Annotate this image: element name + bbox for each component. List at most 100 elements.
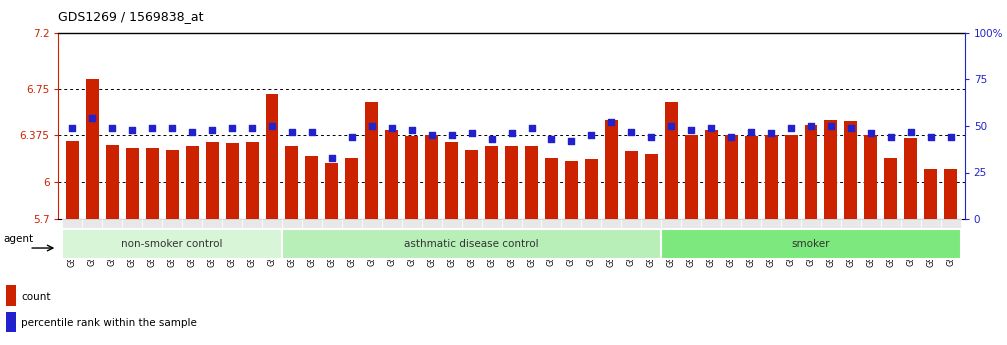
Point [922,134,939,140]
Bar [522,219,542,228]
Bar [146,148,159,219]
Bar [585,159,598,219]
Bar [581,219,601,228]
Bar [701,219,721,228]
Bar [142,219,162,228]
Point [463,131,479,136]
Bar [861,219,881,228]
Bar [506,146,518,219]
Bar [821,219,841,228]
Bar [223,219,242,228]
Bar [662,229,961,259]
Bar [945,169,958,219]
Bar [825,120,838,219]
Bar [122,219,142,228]
Bar [205,142,219,219]
Point [264,123,280,129]
Point [683,127,699,132]
Bar [721,219,741,228]
Bar [425,135,438,219]
Bar [621,219,641,228]
Point [544,136,560,142]
Bar [305,156,318,219]
Bar [302,219,322,228]
Bar [682,219,701,228]
Bar [422,219,442,228]
Bar [764,135,777,219]
Bar [525,146,538,219]
Point [404,127,420,132]
Point [64,125,81,130]
Bar [162,219,182,228]
Bar [202,219,223,228]
Bar [845,121,857,219]
Point [224,125,240,130]
Text: count: count [21,292,50,302]
Bar [725,135,738,219]
Bar [841,219,861,228]
Point [324,155,340,160]
Bar [262,219,282,228]
Point [364,123,380,129]
Bar [246,142,259,219]
Point [105,125,121,130]
Bar [83,219,103,228]
Point [524,125,540,130]
Bar [901,219,920,228]
Bar [6,312,15,332]
Bar [366,102,379,219]
Bar [362,219,382,228]
Bar [461,219,481,228]
Point [304,129,320,134]
Bar [465,149,478,219]
Point [124,127,140,132]
Text: asthmatic disease control: asthmatic disease control [405,239,539,249]
Bar [784,135,798,219]
Bar [545,158,558,219]
Bar [126,148,139,219]
Bar [904,138,917,219]
Point [623,129,639,134]
Point [144,125,160,130]
Bar [781,219,801,228]
Bar [341,219,362,228]
Bar [62,229,282,259]
Bar [884,158,897,219]
Text: smoker: smoker [792,239,830,249]
Bar [86,79,99,219]
Bar [445,142,458,219]
Point [643,134,660,140]
Bar [662,219,682,228]
Bar [481,219,501,228]
Bar [382,219,402,228]
Point [943,134,959,140]
Bar [325,163,338,219]
Bar [345,158,358,219]
Point [85,116,101,121]
Bar [601,219,621,228]
Point [244,125,260,130]
Bar [744,136,757,219]
Bar [442,219,461,228]
Bar [605,120,618,219]
Bar [761,219,781,228]
Text: percentile rank within the sample: percentile rank within the sample [21,318,197,328]
Bar [685,135,698,219]
Bar [741,219,761,228]
Point [483,136,499,142]
Bar [801,219,821,228]
Point [504,131,520,136]
Bar [405,136,418,219]
Point [863,131,879,136]
Bar [644,155,658,219]
Point [763,131,779,136]
Point [603,119,619,125]
Bar [322,219,341,228]
Point [563,138,579,144]
Bar [266,93,279,219]
Bar [542,219,562,228]
Bar [924,169,938,219]
Bar [62,219,83,228]
Bar [182,219,202,228]
Bar [166,149,178,219]
